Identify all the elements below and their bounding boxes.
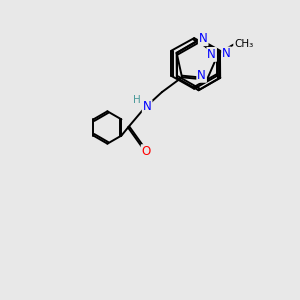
Text: H: H [133, 95, 141, 105]
Text: N: N [197, 69, 206, 82]
Text: N: N [207, 48, 216, 61]
Text: CH₃: CH₃ [234, 39, 254, 49]
Text: N: N [143, 100, 152, 113]
Text: N: N [199, 32, 208, 45]
Text: N: N [222, 47, 231, 61]
Text: O: O [142, 145, 151, 158]
